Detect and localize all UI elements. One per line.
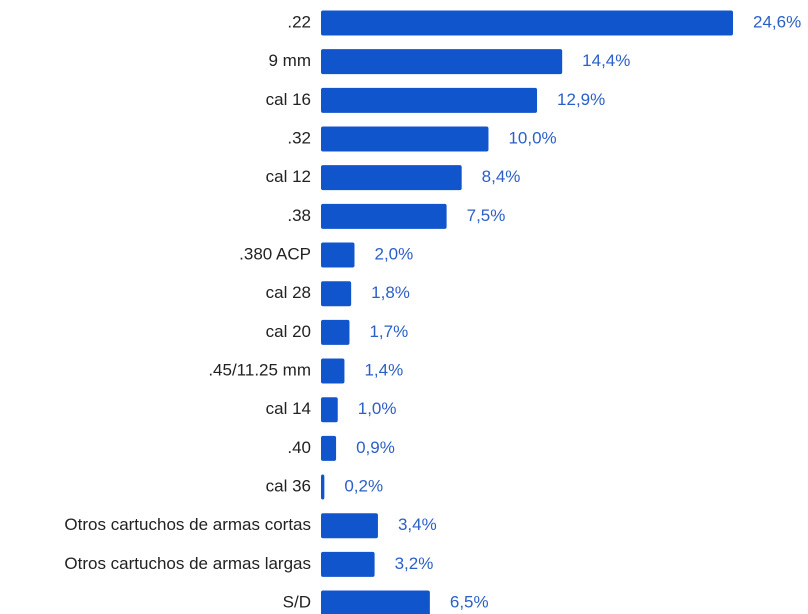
value-label: 8,4% — [482, 167, 521, 186]
category-label: .380 ACP — [239, 245, 311, 264]
category-label: .38 — [287, 206, 311, 225]
value-label: 6,5% — [450, 593, 489, 612]
bar — [321, 165, 462, 191]
bar — [321, 358, 345, 384]
bar — [321, 319, 350, 345]
category-label: Otros cartuchos de armas cortas — [64, 515, 311, 534]
bar — [321, 513, 378, 539]
value-label: 1,0% — [358, 399, 397, 418]
value-label: 1,8% — [371, 283, 410, 302]
category-label: .22 — [287, 12, 311, 31]
bar — [321, 10, 733, 36]
category-label: .40 — [287, 438, 311, 457]
category-label: cal 36 — [266, 477, 311, 496]
value-label: 3,4% — [398, 515, 437, 534]
value-label: 2,0% — [374, 245, 413, 264]
bar — [321, 126, 489, 152]
category-label: S/D — [283, 593, 311, 612]
bar — [321, 203, 447, 229]
category-label: cal 14 — [266, 399, 311, 418]
value-label: 10,0% — [508, 128, 556, 147]
category-label: cal 12 — [266, 167, 311, 186]
value-label: 12,9% — [557, 90, 605, 109]
bar — [321, 590, 430, 614]
value-label: 1,4% — [364, 361, 403, 380]
bar — [321, 397, 338, 423]
bar — [321, 474, 325, 500]
value-label: 7,5% — [467, 206, 506, 225]
bar — [321, 49, 563, 75]
value-label: 0,2% — [344, 477, 383, 496]
category-label: Otros cartuchos de armas largas — [64, 554, 311, 573]
bar — [321, 435, 337, 461]
value-label: 3,2% — [395, 554, 434, 573]
bar — [321, 87, 538, 113]
bar — [321, 551, 375, 577]
category-label: cal 28 — [266, 283, 311, 302]
category-label: cal 20 — [266, 322, 311, 341]
value-label: 24,6% — [753, 12, 801, 31]
bar — [321, 281, 352, 307]
category-label: 9 mm — [269, 51, 312, 70]
bar — [321, 242, 355, 268]
category-label: .45/11.25 mm — [208, 361, 311, 380]
category-label: cal 16 — [266, 90, 311, 109]
value-label: 1,7% — [369, 322, 408, 341]
value-label: 14,4% — [582, 51, 630, 70]
value-label: 0,9% — [356, 438, 395, 457]
category-label: .32 — [287, 128, 311, 147]
